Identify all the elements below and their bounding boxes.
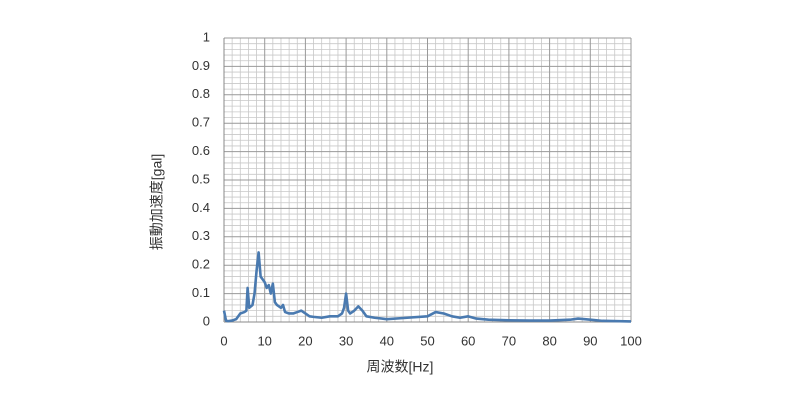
y-tick-label: 0.7 bbox=[192, 115, 210, 130]
line-series bbox=[222, 251, 632, 323]
y-tick-label: 0.5 bbox=[192, 171, 210, 186]
y-tick-label: 0.6 bbox=[192, 143, 210, 158]
x-tick-label: 10 bbox=[257, 333, 271, 348]
y-axis-label: 振動加速度[gal] bbox=[149, 154, 165, 250]
x-tick-label: 60 bbox=[461, 333, 475, 348]
x-tick-label: 100 bbox=[620, 333, 642, 348]
x-tick-label: 40 bbox=[380, 333, 394, 348]
y-tick-label: 0.3 bbox=[192, 228, 210, 243]
x-tick-label: 70 bbox=[502, 333, 516, 348]
x-tick-label: 50 bbox=[420, 333, 434, 348]
x-tick-label: 30 bbox=[339, 333, 353, 348]
x-axis-label: 周波数[Hz] bbox=[367, 359, 434, 375]
x-tick-label: 80 bbox=[542, 333, 556, 348]
y-tick-label: 0 bbox=[203, 313, 210, 328]
y-tick-label: 0.8 bbox=[192, 86, 210, 101]
y-tick-label: 1 bbox=[203, 29, 210, 44]
y-tick-label: 0.4 bbox=[192, 200, 210, 215]
y-tick-label: 0.9 bbox=[192, 58, 210, 73]
x-tick-label: 20 bbox=[298, 333, 312, 348]
x-tick-label: 0 bbox=[220, 333, 227, 348]
x-tick-label: 90 bbox=[583, 333, 597, 348]
y-tick-label: 0.2 bbox=[192, 257, 210, 272]
y-tick-label: 0.1 bbox=[192, 285, 210, 300]
